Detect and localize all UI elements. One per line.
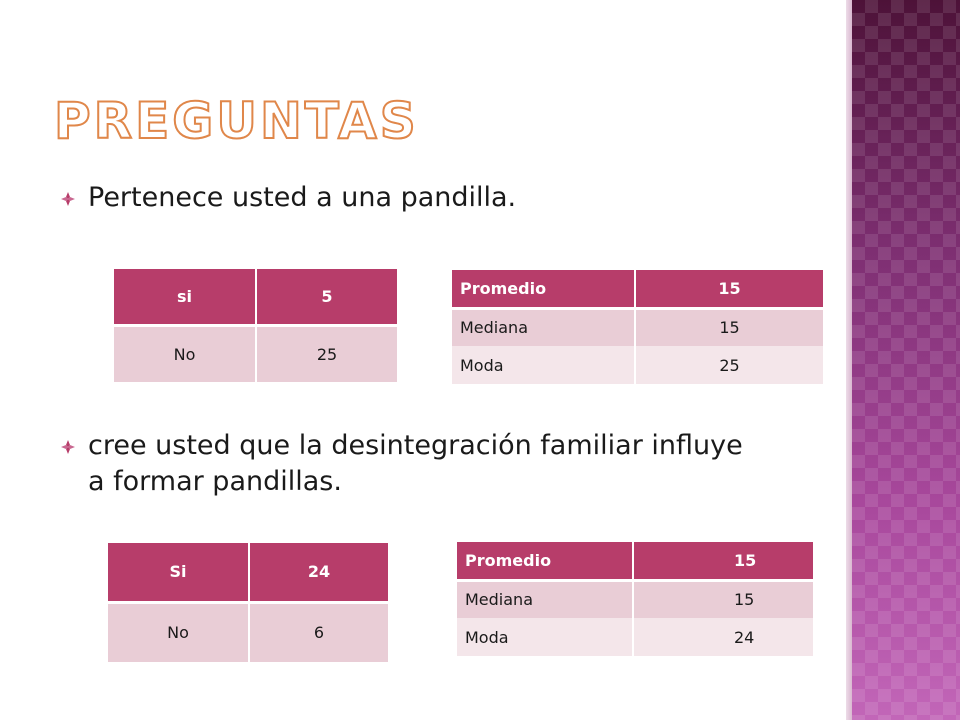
table-row: si 5	[114, 269, 397, 327]
table-cell: 5	[256, 269, 397, 327]
table-cell: 25	[635, 346, 823, 384]
table-row: No 25	[114, 325, 397, 382]
table-cell: Promedio	[457, 542, 634, 582]
bullet-question-2: cree usted que la desintegración familia…	[60, 428, 760, 500]
diamond-bullet-icon	[61, 192, 75, 206]
question-2-answers-table: Si 24 No 6	[108, 543, 388, 662]
table-cell: 6	[249, 602, 388, 662]
table-cell: Moda	[452, 346, 636, 384]
table-row: No 6	[108, 602, 388, 662]
table-cell: 25	[256, 325, 397, 382]
table-cell: 15	[635, 270, 823, 310]
table-cell: 15	[633, 542, 813, 582]
decorative-side-panel	[852, 0, 960, 720]
table-cell: Promedio	[452, 270, 636, 310]
table-cell: Mediana	[457, 580, 634, 618]
question-2-stats-table: Promedio 15 Mediana 15 Moda 24	[457, 542, 813, 656]
table-cell: si	[114, 269, 257, 327]
table-cell: No	[114, 325, 257, 382]
table-cell: 15	[633, 580, 813, 618]
table-cell: Mediana	[452, 308, 636, 346]
table-row: Moda 24	[457, 618, 813, 656]
table-cell: Si	[108, 543, 250, 604]
bullet-text: cree usted que la desintegración familia…	[88, 430, 743, 497]
table-row: Promedio 15	[457, 542, 813, 582]
bullet-question-1: Pertenece usted a una pandilla.	[60, 180, 620, 216]
table-row: Mediana 15	[457, 580, 813, 618]
table-cell: 24	[249, 543, 388, 604]
table-row: Promedio 15	[452, 270, 823, 310]
bullet-text: Pertenece usted a una pandilla.	[88, 182, 517, 213]
diamond-bullet-icon	[61, 440, 75, 454]
side-panel-edge	[846, 0, 852, 720]
table-cell: 24	[633, 618, 813, 656]
table-cell: No	[108, 602, 250, 662]
table-cell: 15	[635, 308, 823, 346]
question-1-answers-table: si 5 No 25	[114, 269, 397, 382]
table-row: Mediana 15	[452, 308, 823, 346]
table-row: Moda 25	[452, 346, 823, 384]
table-cell: Moda	[457, 618, 634, 656]
slide-title: PREGUNTAS	[53, 91, 419, 151]
table-row: Si 24	[108, 543, 388, 604]
question-1-stats-table: Promedio 15 Mediana 15 Moda 25	[452, 270, 823, 384]
